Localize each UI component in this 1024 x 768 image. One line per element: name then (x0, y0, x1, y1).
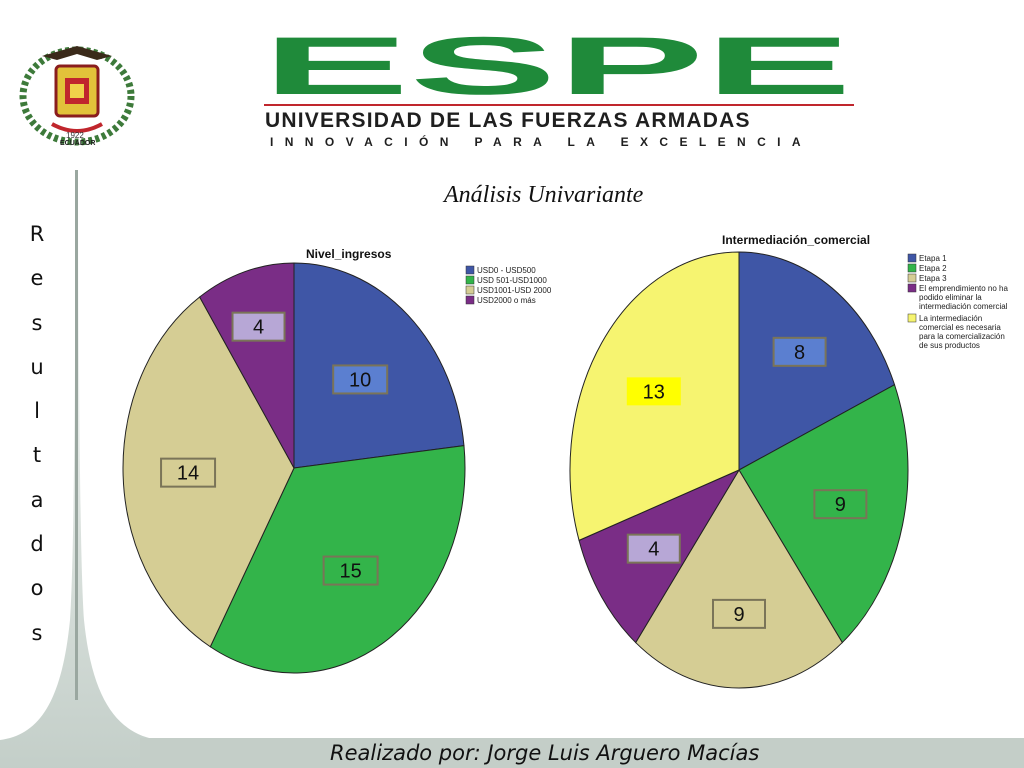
data-label: 4 (648, 539, 659, 561)
data-label: 9 (733, 604, 744, 626)
side-title-letter: e (30, 266, 44, 291)
side-title-letter: s (31, 620, 43, 645)
legend-label: USD0 - USD500 (477, 266, 536, 275)
espe-logo: ESPE (262, 30, 854, 108)
side-title-letter: t (32, 443, 42, 468)
data-label: 14 (177, 463, 199, 485)
data-label: 10 (349, 369, 371, 391)
data-label-box (712, 598, 766, 629)
data-label-box (772, 336, 827, 367)
university-name: UNIVERSIDAD DE LAS FUERZAS ARMADAS (265, 109, 751, 132)
crest-country: ECUADOR (60, 140, 96, 147)
legend-label: Etapa 1 (919, 254, 947, 263)
espe-logo-text: ESPE (262, 30, 852, 108)
side-title-letter: l (34, 399, 40, 424)
legend-swatch (907, 283, 917, 293)
side-title-letter: a (30, 487, 44, 512)
data-label-box (813, 489, 868, 520)
subtitle: Análisis Univariante (444, 182, 644, 208)
legend-label: Etapa 3 (919, 274, 947, 283)
data-label: 13 (643, 381, 665, 403)
chart-title: Intermediación_comercial (722, 233, 870, 247)
motto: INNOVACIÓN PARA LA EXCELENCIA (270, 135, 812, 149)
legend-swatch (907, 263, 917, 273)
data-label: 8 (794, 342, 805, 364)
crest-year: 1922 (66, 131, 84, 140)
data-label-box (626, 533, 681, 564)
legend-label: USD2000 o más (477, 296, 536, 305)
footer-credit: Realizado por: Jorge Luis Arguero Macías (330, 741, 760, 765)
legend-swatch (907, 253, 917, 263)
data-label: 4 (253, 317, 264, 339)
legend-label: Etapa 2 (919, 264, 947, 273)
data-label-box (626, 377, 681, 406)
legend-swatch (465, 275, 475, 285)
legend-label: El emprendimiento no ha podido eliminar l… (919, 284, 1008, 311)
data-label-box (322, 555, 379, 586)
legend-swatch (465, 285, 475, 295)
legend-swatch (465, 265, 475, 275)
data-label-box (332, 364, 389, 395)
data-label-box (160, 457, 217, 488)
chart-title: Nivel_ingresos (306, 247, 392, 261)
university-crest-icon (19, 46, 135, 146)
side-decoration (0, 170, 240, 768)
data-label: 15 (339, 561, 361, 583)
legend-swatch (465, 295, 475, 305)
legend-label: La intermediación comercial es necesaria p… (919, 314, 1005, 350)
side-title-letter: u (30, 354, 44, 379)
side-title-letter: s (31, 310, 43, 335)
data-label: 9 (835, 494, 846, 516)
pie-slice (635, 469, 843, 689)
legend-label: USD1001-USD 2000 (477, 286, 552, 295)
legend-label: USD 501-USD1000 (477, 276, 547, 285)
side-title-letter: o (30, 576, 44, 601)
header: 1922 ECUADOR ESPE UNIVERSIDAD DE LAS FUE… (0, 0, 1024, 165)
side-title-letter: R (29, 222, 45, 246)
footer: Realizado por: Jorge Luis Arguero Macías (140, 738, 1024, 768)
side-title-letter: d (30, 532, 44, 557)
legend-swatch (907, 273, 917, 283)
legend-swatch (907, 313, 917, 323)
data-label-box (231, 311, 286, 342)
